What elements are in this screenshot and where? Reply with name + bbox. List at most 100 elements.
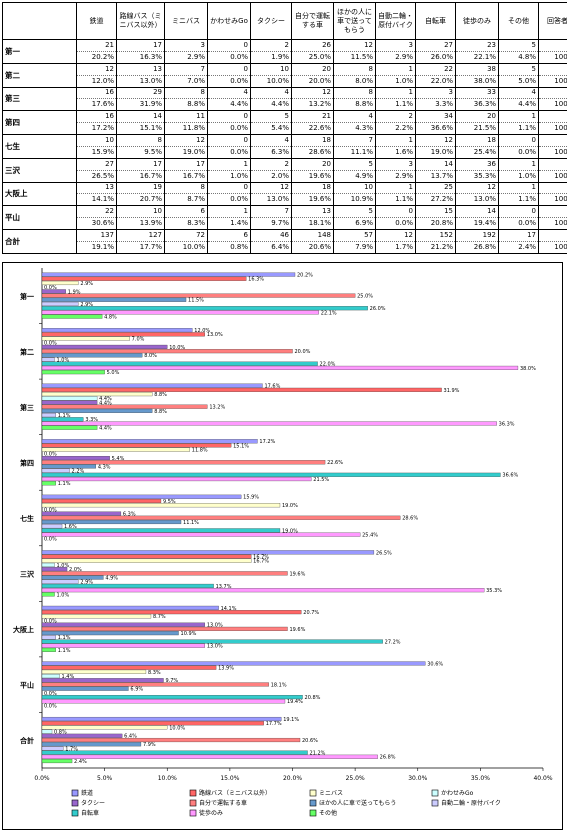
bar-value-label: 1.1% [58,635,71,641]
count-cell: 5 [333,157,376,171]
bar [41,758,73,764]
percent-cell: 26.8% [455,241,499,255]
count-cell: 1 [375,181,416,195]
percent-cell: 8.8% [333,98,376,112]
count-cell: 12 [455,181,499,195]
percent-cell: 100.0% [538,146,567,159]
bar [41,425,98,430]
percent-cell: 4.9% [333,170,376,183]
count-cell: 0 [207,110,251,124]
percent-cell: 25.0% [291,51,334,64]
percent-cell: 11.1% [333,146,376,159]
table-row-counts: 大阪上13198012181012512192 [2,181,567,207]
bar [41,421,497,426]
percent-cell: 19.4% [455,217,499,230]
count-cell: 93 [538,110,567,124]
percent-cell: 28.6% [291,146,334,159]
count-cell: 0 [498,134,539,147]
bar [41,370,105,375]
legend-label: 自分で運転する車 [199,799,247,807]
x-tick-label: 35.0% [471,775,490,782]
x-tick-label: 30.0% [408,775,427,782]
bar [41,550,375,555]
table-row-counts: 第四1614110521423420193 [2,110,567,135]
percent-cell: 4.8% [498,51,539,64]
count-cell: 20 [291,62,334,76]
percent-cell: 100.0% [538,193,567,207]
percent-cell: 6.3% [250,146,292,159]
count-cell: 4 [250,86,292,100]
percent-cell: 19.6% [291,193,334,207]
count-cell: 7 [250,205,292,219]
bar [41,750,308,755]
count-cell: 0 [207,181,251,195]
count-cell: 4 [333,110,376,124]
bar-value-label: 31.9% [444,388,460,394]
bar [41,695,303,700]
bar-value-label: 16.7% [253,554,269,560]
bar-value-label: 20.7% [303,610,319,616]
bar [41,498,162,504]
column-header: かわせみGo [207,2,251,40]
table-row-counts: 第三16298441281333491 [2,86,567,112]
count-cell: 1 [498,181,539,195]
count-cell: 27 [415,39,456,52]
column-header: ミニバス [164,2,208,40]
count-cell: 2 [250,157,292,171]
bar-value-label: 13.7% [216,584,232,590]
table-row-percents: 14.1% 20.7% 8.7% 0.0% 13.0% 19.6% 10.9% 1.1% 27.… [3,193,567,207]
percent-cell: 11.8% [164,122,208,135]
percent-cell: 2.9% [375,51,416,64]
percent-cell: 17.6% [76,98,117,112]
bar-value-label: 2.9% [80,302,93,308]
percent-cell: 19.1% [76,241,117,255]
percent-cell: 4.4% [207,98,251,112]
legend-swatch [189,809,197,817]
category-label: 大阪上 [13,625,34,634]
count-cell: 100 [538,62,567,76]
table-row-percents: 17.2% 15.1% 11.8% 0.0% 5.4% 22.6% 4.3% 2.2% 36.6… [3,122,567,135]
bar-value-label: 21.5% [313,477,329,483]
bar-value-label: 19.0% [282,528,298,534]
count-cell: 7 [164,62,208,76]
bar [41,272,296,277]
bar-value-label: 0.8% [54,730,67,736]
bar [41,455,110,461]
x-tick-label: 20.0% [283,775,302,782]
table-row-percents: 17.6% 31.9% 8.8% 4.4% 4.4% 13.2% 8.8% 1.1% 3.3% 3… [3,98,567,112]
row-header: 合計 [2,229,77,254]
percent-cell: 2.4% [498,241,539,255]
count-cell: 0 [207,39,251,52]
bar-value-label: 8.7% [153,614,166,620]
bar-value-label: 14.1% [221,606,237,612]
count-cell: 29 [116,86,165,100]
table-row-counts: 三沢27171712205314361102 [2,157,567,183]
count-cell: 33 [455,86,499,100]
column-header: タクシー [250,2,292,40]
percent-cell: 100.0% [538,241,567,255]
bar [41,622,205,627]
table-row-percents: 12.0% 13.0% 7.0% 0.0% 10.0% 20.0% 8.0% 1.0% 22.0… [3,75,567,88]
bar-value-label: 4.3% [98,464,111,470]
count-cell: 26 [291,39,334,52]
table-row-counts: 第二12137010208122385100 [2,62,567,88]
table-row-percents: 15.9% 9.5% 19.0% 0.0% 6.3% 28.6% 11.1% 1.6% 19.0… [3,146,567,159]
percent-cell: 10.9% [333,193,376,207]
percent-cell: 20.8% [415,217,456,230]
count-cell: 17 [498,229,539,242]
bar [41,301,79,307]
row-header: 三沢 [2,157,77,183]
percent-cell: 11.5% [333,51,376,64]
percent-cell: 16.3% [116,51,165,64]
count-cell: 8 [164,86,208,100]
count-cell: 12 [250,181,292,195]
count-cell: 20 [455,110,499,124]
count-cell: 3 [375,39,416,52]
bar-value-label: 27.2% [385,639,401,645]
count-cell: 21 [291,110,334,124]
percent-cell: 13.0% [116,75,165,88]
legend-label: ほかの人に車で送ってもらう [319,799,396,807]
count-cell: 5 [498,62,539,76]
bar-value-label: 26.0% [370,306,386,312]
percent-cell: 10.0% [250,75,292,88]
